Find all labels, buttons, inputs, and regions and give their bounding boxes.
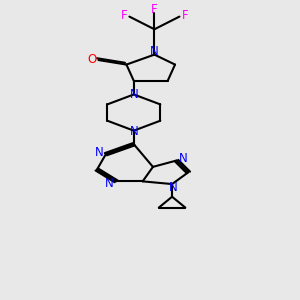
Text: N: N (169, 181, 178, 194)
Text: F: F (151, 3, 158, 16)
Text: N: N (129, 124, 138, 137)
Text: N: N (95, 146, 104, 159)
Text: F: F (121, 9, 128, 22)
Text: F: F (182, 9, 188, 22)
Text: N: N (129, 88, 138, 101)
Text: N: N (178, 152, 188, 165)
Text: O: O (87, 52, 97, 66)
Text: N: N (150, 45, 159, 58)
Text: N: N (105, 177, 114, 190)
